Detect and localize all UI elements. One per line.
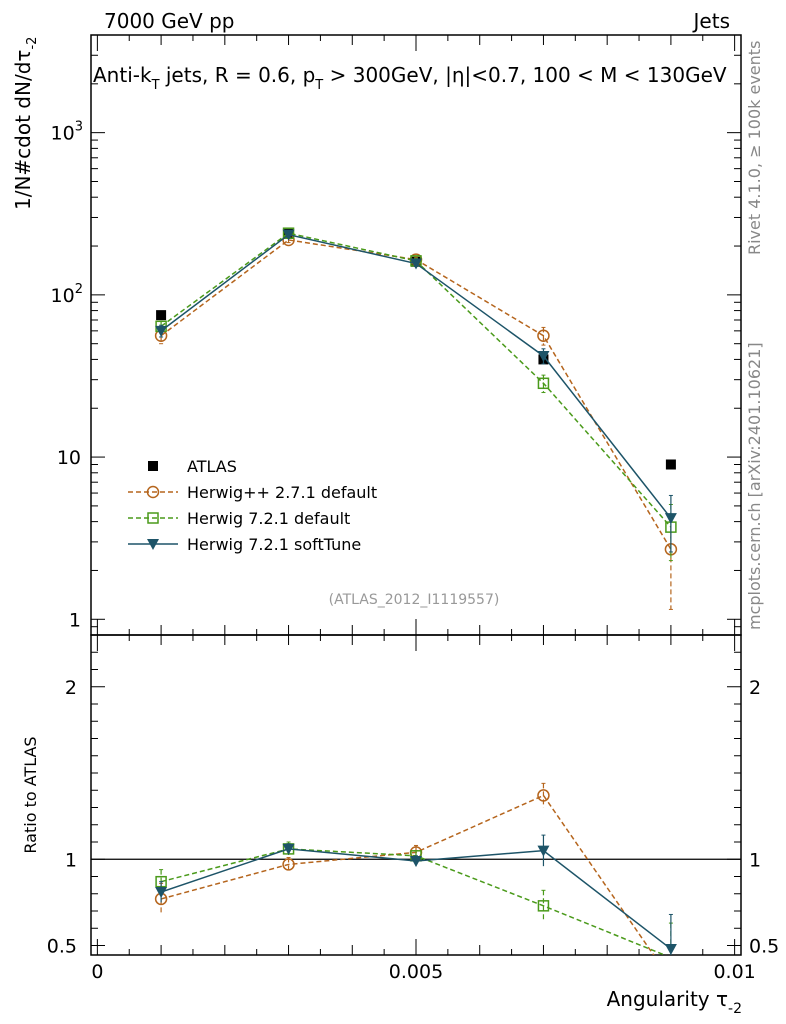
legend: ATLAS Herwig++ 2.7.1 default Herwig 7.2.1 … [128, 457, 377, 554]
ratio-series [154, 782, 677, 955]
ratio-ytick-label-left: 2 [65, 677, 77, 699]
title-part-b-sub: T [314, 78, 323, 93]
legend-marker-atlas [148, 461, 158, 471]
legend-label-atlas: ATLAS [187, 457, 237, 476]
ratio-point-softtune [282, 843, 295, 855]
analysis-id: (ATLAS_2012_I1119557) [329, 592, 500, 608]
ratio-point-herwigpp [282, 858, 295, 871]
legend-label-herwig721: Herwig 7.2.1 default [187, 509, 350, 528]
mcplots-label: mcplots.cern.ch [arXiv:2401.10621] [745, 342, 764, 630]
point-herwigpp [537, 329, 550, 342]
ratio-point-softtune [155, 887, 168, 899]
ratio-ylabel: Ratio to ATLAS [21, 736, 40, 853]
title-part-c: > 300GeV, |η|<0.7, 100 < M < 130GeV [323, 63, 727, 87]
ratio-xtick-label: 0.005 [389, 961, 443, 983]
ratio-series-softtune [155, 834, 677, 955]
point-atlas [156, 310, 167, 321]
ratio-panel: 0.5 0.5 1 1 2 2 0 0.005 0.01 Ratio to ATLAS Angu… [21, 634, 779, 1017]
legend-label-softtune: Herwig 7.2.1 softTune [187, 535, 361, 554]
rivet-label: Rivet 4.1.0, ≥ 100k events [745, 41, 764, 255]
ratio-point-herwigpp [537, 789, 550, 802]
legend-entry-herwig721: Herwig 7.2.1 default [128, 509, 350, 528]
title-part-b: jets, R = 0.6, p [160, 63, 316, 87]
plot-title: Anti-kT jets, R = 0.6, pT > 300GeV, |η|<… [93, 63, 727, 93]
point-atlas [665, 459, 676, 470]
legend-label-herwigpp: Herwig++ 2.7.1 default [187, 483, 377, 502]
ratio-ytick-label-left: 0.5 [47, 936, 77, 958]
point-softtune [282, 229, 295, 241]
header-right: Jets [692, 9, 730, 33]
ratio-point-softtune [664, 943, 677, 955]
main-ytick-label: 103 [51, 120, 83, 145]
main-ytick-label: 1 [69, 609, 81, 631]
main-ytick-label: 10 [57, 447, 81, 469]
ratio-ytick-label-left: 1 [65, 849, 77, 871]
ratio-point-softtune [410, 855, 422, 867]
point-herwig721 [537, 377, 550, 390]
header-left: 7000 GeV pp [104, 9, 235, 33]
series-softtune [155, 229, 677, 553]
main-ytick-label: 102 [51, 282, 83, 307]
ratio-point-softtune [537, 845, 550, 857]
ratio-ytick-label-right: 1 [749, 849, 761, 871]
legend-entry-softtune: Herwig 7.2.1 softTune [128, 535, 361, 554]
point-softtune [537, 350, 550, 362]
ratio-series-herwigpp [154, 782, 655, 955]
ratio-xtick-label: 0 [91, 961, 103, 983]
series-line-herwigpp [160, 239, 672, 550]
ratio-frame [90, 634, 742, 956]
x-axis-label: Angularity τ-2 [607, 987, 742, 1017]
series-line-softtune [160, 233, 672, 519]
ratio-ticks: 0.5 0.5 1 1 2 2 0 0.005 0.01 [47, 635, 779, 983]
legend-marker-herwigpp [146, 485, 160, 499]
ratio-ytick-label-right: 2 [749, 677, 761, 699]
ratio-point-herwig721 [537, 900, 550, 912]
point-softtune [155, 325, 168, 337]
ratio-ytick-label-right: 0.5 [749, 936, 779, 958]
legend-marker-softtune [147, 539, 159, 550]
legend-marker-herwig721 [147, 512, 159, 524]
title-part-a-sub: T [151, 78, 160, 93]
main-series [154, 227, 678, 610]
point-softtune [410, 258, 422, 270]
title-part-a: Anti-k [93, 63, 152, 87]
ratio-xtick-label: 0.01 [713, 961, 755, 983]
point-softtune [664, 513, 677, 525]
legend-entry-herwigpp: Herwig++ 2.7.1 default [128, 483, 377, 502]
main-ticks: 1 10 102 103 [51, 34, 741, 636]
legend-entry-atlas: ATLAS [148, 457, 237, 476]
main-ylabel: 1/N#cdot dN/dτ-2 [11, 37, 40, 210]
